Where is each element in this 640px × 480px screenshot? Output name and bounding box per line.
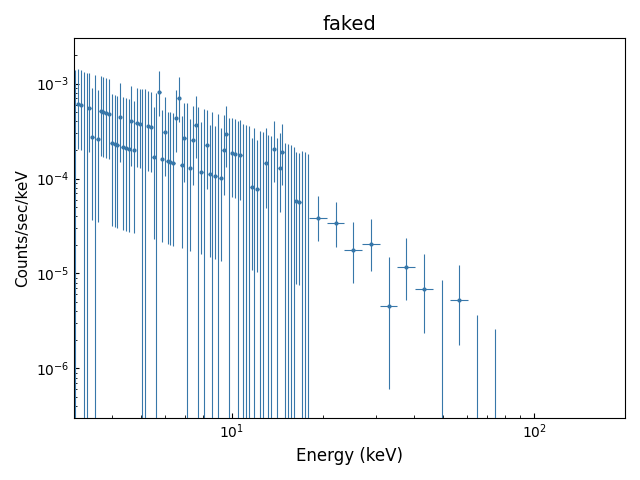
X-axis label: Energy (keV): Energy (keV): [296, 447, 403, 465]
Y-axis label: Counts/sec/keV: Counts/sec/keV: [15, 169, 30, 287]
Title: faked: faked: [323, 15, 376, 34]
